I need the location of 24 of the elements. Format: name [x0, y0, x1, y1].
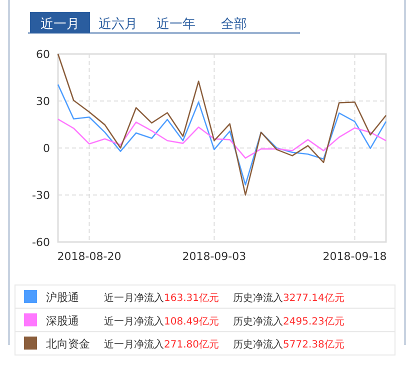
text: 近一月净流入271.80亿元	[104, 338, 219, 351]
text: 近一年	[156, 17, 196, 32]
line-series	[57, 84, 387, 186]
text: 全部	[221, 17, 247, 32]
text: 历史净流入3277.14亿元	[233, 292, 344, 304]
line-series	[57, 53, 387, 196]
legend-label: 深股通	[46, 314, 79, 328]
y-tick-label: -60	[32, 236, 50, 249]
x-tick-label: 2018-09-03	[182, 250, 246, 263]
y-tick-label: 0	[43, 142, 50, 155]
y-tick-label: 30	[36, 95, 50, 108]
text: 近一月净流入163.31亿元	[104, 292, 219, 304]
legend-label: 沪股通	[46, 291, 79, 304]
x-tick-label: 2018-09-18	[322, 250, 387, 263]
x-tick-label: 2018-08-20	[57, 250, 122, 263]
text: 近一月	[40, 17, 80, 32]
text: 历史净流入2495.23亿元	[233, 315, 344, 328]
y-tick-label: 60	[36, 48, 50, 61]
y-tick-label: -30	[32, 189, 50, 202]
text: 历史净流入5772.38亿元	[233, 338, 344, 351]
line-series	[57, 118, 387, 159]
text: 近一月净流入108.49亿元	[104, 315, 219, 328]
legend-label: 北向资金	[46, 338, 90, 351]
text: 近六月	[98, 17, 138, 32]
